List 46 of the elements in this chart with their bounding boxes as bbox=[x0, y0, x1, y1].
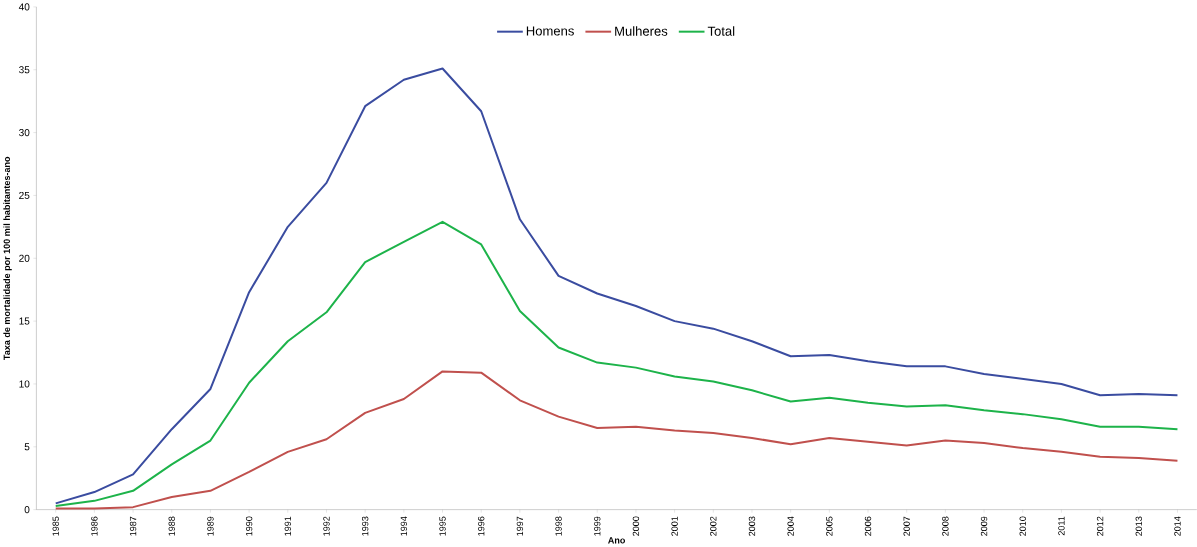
x-tick-label: 2013 bbox=[1135, 516, 1142, 536]
x-tick-label: 1992 bbox=[323, 516, 330, 536]
x-tick-label: 2004 bbox=[787, 516, 794, 536]
x-tick-label: 2002 bbox=[710, 516, 717, 536]
x-tick-label: 2003 bbox=[748, 516, 756, 536]
y-tick-label: 30 bbox=[19, 129, 30, 137]
legend-label: Total bbox=[707, 26, 735, 36]
y-tick-label: 20 bbox=[19, 254, 30, 262]
legend-label: Mulheres bbox=[615, 26, 668, 36]
x-tick-label: 2008 bbox=[942, 516, 949, 536]
x-tick-label: 1986 bbox=[91, 516, 98, 536]
x-tick-label: 1995 bbox=[439, 516, 446, 536]
y-tick-label: 0 bbox=[24, 506, 30, 514]
x-tick-label: 1990 bbox=[245, 516, 253, 536]
x-tick-label: 2011 bbox=[1058, 516, 1065, 536]
line-series bbox=[54, 370, 1179, 510]
x-tick-label: 1996 bbox=[478, 516, 485, 536]
x-tick-label: 2000 bbox=[632, 516, 640, 536]
y-axis-title: Taxa de mortalidade por 100 mil habitantes-ano bbox=[3, 156, 12, 361]
y-tick-label: 5 bbox=[24, 443, 30, 451]
y-tick-label: 40 bbox=[18, 3, 30, 11]
x-tick-label: 2014 bbox=[1174, 516, 1181, 536]
x-tick-label: 2009 bbox=[980, 516, 988, 536]
x-tick-label: 1985 bbox=[52, 516, 59, 536]
x-tick-label: 1997 bbox=[516, 516, 524, 536]
x-tick-label: 2010 bbox=[1019, 516, 1026, 536]
x-tick-label: 1998 bbox=[555, 516, 562, 536]
x-tick-label: 1989 bbox=[207, 516, 214, 536]
x-axis-title: Ano bbox=[608, 537, 626, 544]
x-tick-label: 1999 bbox=[594, 516, 601, 536]
x-tick-label: 2001 bbox=[671, 516, 678, 536]
x-tick-label: 1991 bbox=[284, 516, 292, 536]
x-tick-label: 1993 bbox=[361, 516, 369, 536]
x-tick-label: 1988 bbox=[168, 516, 175, 536]
x-tick-label: 2005 bbox=[826, 516, 833, 536]
legend-label: Homens bbox=[526, 26, 574, 36]
x-tick-label: 2012 bbox=[1096, 516, 1104, 536]
y-tick-label: 35 bbox=[19, 66, 30, 74]
x-tick-label: 1994 bbox=[400, 516, 408, 536]
y-tick-label: 25 bbox=[19, 191, 30, 200]
x-tick-label: 1987 bbox=[129, 516, 137, 536]
y-tick-label: 15 bbox=[19, 317, 30, 325]
x-tick-label: 2007 bbox=[903, 516, 910, 536]
line-series bbox=[54, 220, 1179, 507]
x-tick-label: 2006 bbox=[864, 516, 872, 536]
y-tick-label: 10 bbox=[19, 380, 30, 388]
